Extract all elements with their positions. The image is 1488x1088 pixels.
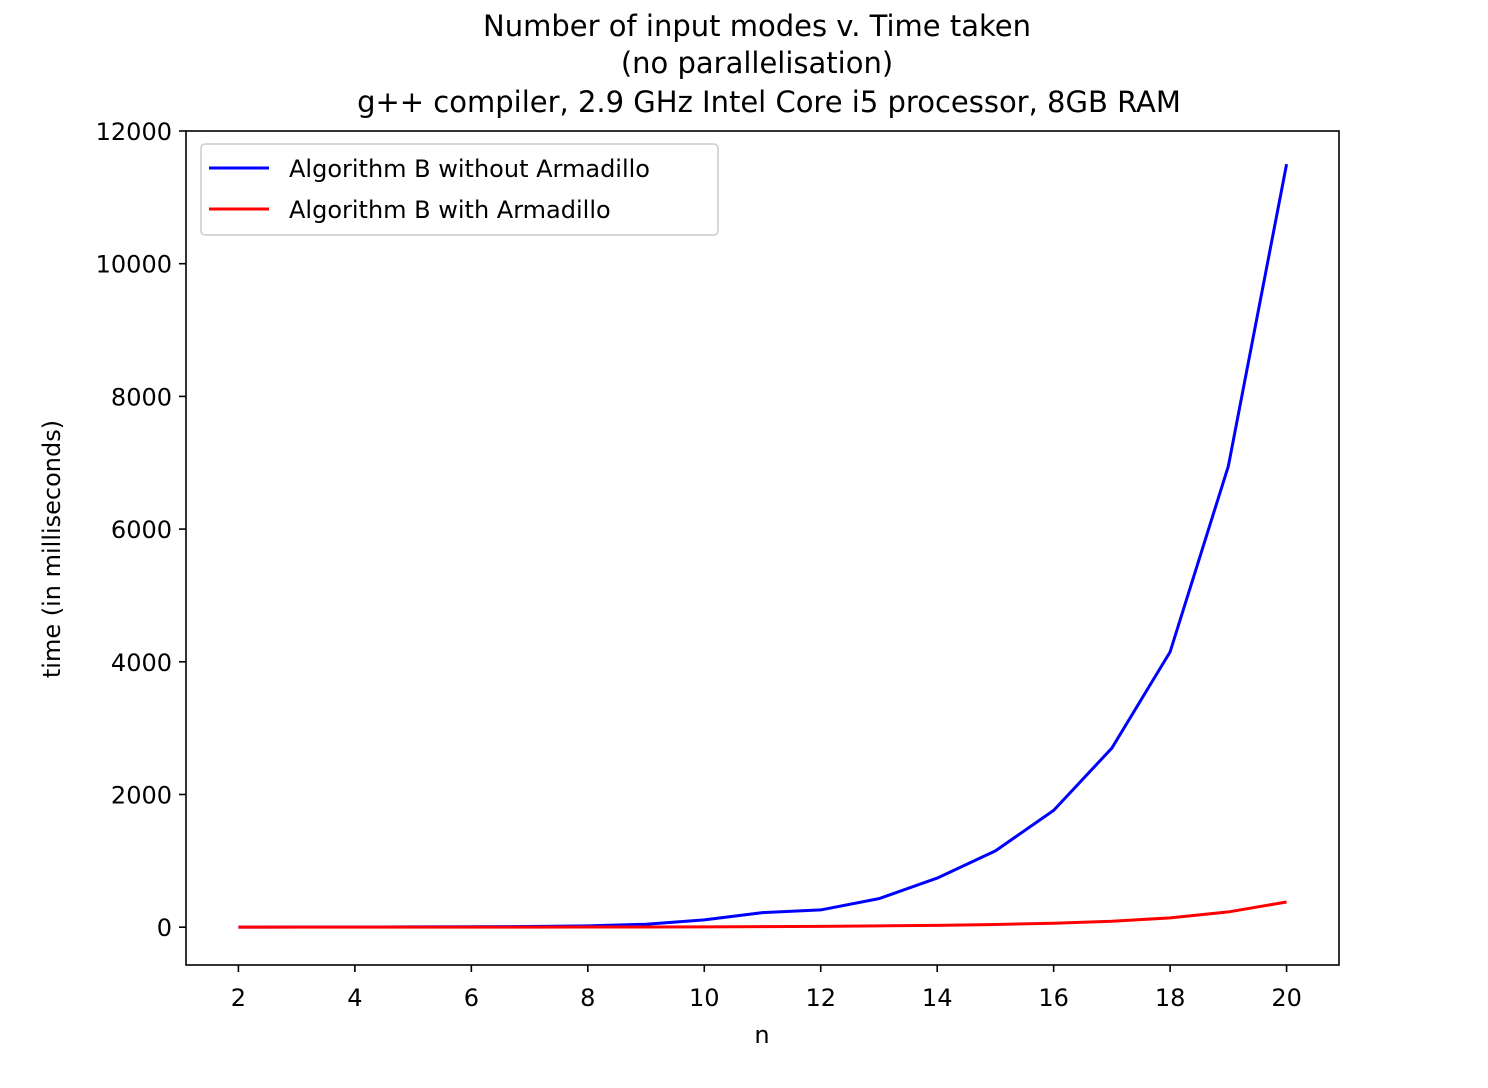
legend: Algorithm B without Armadillo Algorithm … [200, 143, 719, 236]
x-tick-label: 16 [1038, 984, 1069, 1012]
x-tick-label: 20 [1271, 984, 1302, 1012]
y-tick-label: 12000 [96, 118, 172, 146]
x-tick-label: 12 [805, 984, 836, 1012]
y-tick-label: 0 [157, 914, 172, 942]
x-tick-label: 4 [347, 984, 362, 1012]
y-tick-label: 2000 [111, 781, 172, 809]
legend-label-with-armadillo: Algorithm B with Armadillo [289, 196, 611, 224]
x-axis-label: n [754, 1021, 769, 1049]
legend-label-without-armadillo: Algorithm B without Armadillo [289, 155, 650, 183]
chart-title-line-3: g++ compiler, 2.9 GHz Intel Core i5 proc… [357, 85, 1181, 119]
x-tick-label: 8 [580, 984, 595, 1012]
plot-area [185, 130, 1340, 966]
series-line-1 [238, 900, 1287, 929]
y-tick-label: 10000 [96, 251, 172, 279]
legend-box [200, 143, 719, 236]
y-tick-label: 4000 [111, 649, 172, 677]
x-tick-label: 10 [689, 984, 720, 1012]
y-axis-ticks: 0 2000 4000 6000 8000 10000 12000 [96, 118, 186, 942]
x-tick-label: 2 [231, 984, 246, 1012]
x-tick-label: 6 [464, 984, 479, 1012]
x-axis-ticks: 2 4 6 8 10 12 14 16 18 20 [231, 965, 1302, 1012]
y-tick-label: 8000 [111, 383, 172, 411]
x-tick-label: 18 [1155, 984, 1186, 1012]
chart-title-line-1: Number of input modes v. Time taken [483, 9, 1031, 43]
y-axis-label: time (in milliseconds) [38, 420, 66, 678]
axes-frame [185, 130, 1340, 966]
x-tick-label: 14 [922, 984, 953, 1012]
y-tick-label: 6000 [111, 516, 172, 544]
chart-title-line-2: (no parallelisation) [621, 46, 893, 80]
